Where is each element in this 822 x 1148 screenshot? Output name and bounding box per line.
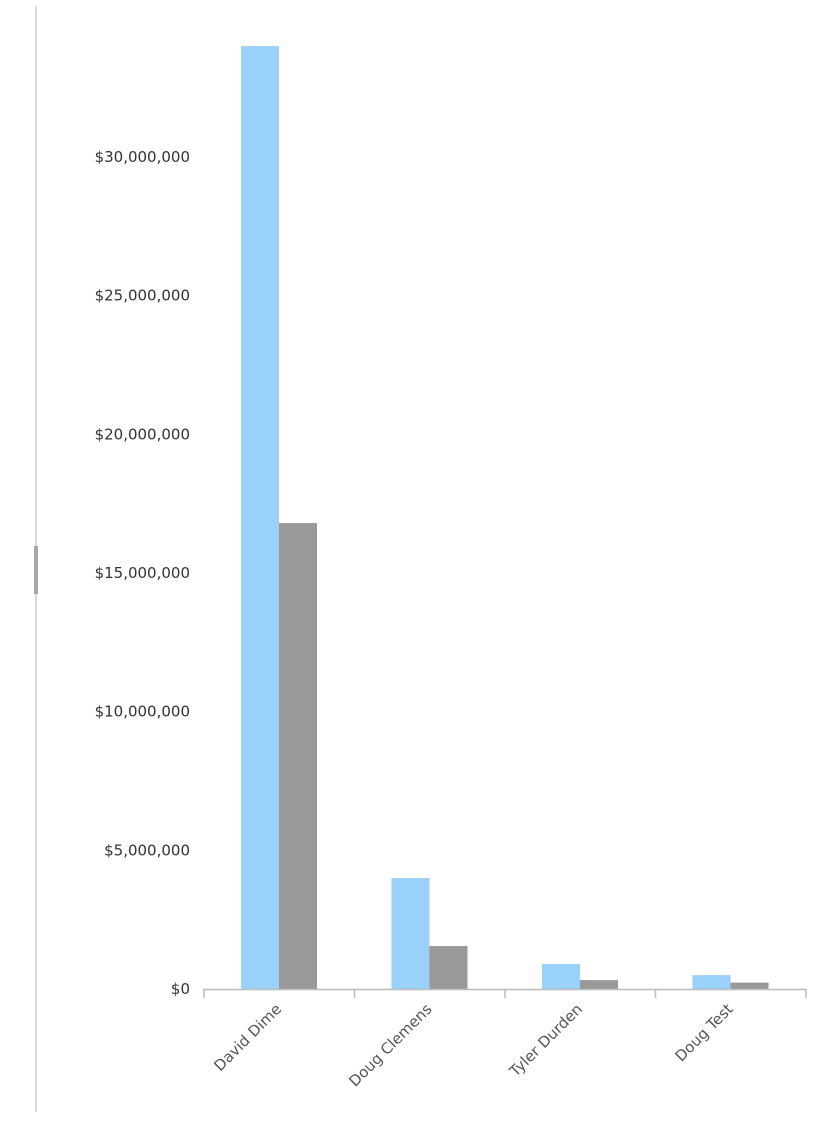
y-tick-label: $25,000,000 xyxy=(95,287,190,305)
x-category-label: Doug Clemens xyxy=(345,1000,435,1090)
x-axis xyxy=(203,988,807,998)
bar-david-dime-series-2[interactable] xyxy=(279,523,317,989)
bars xyxy=(241,46,769,990)
bar-doug-test-series-2[interactable] xyxy=(730,982,769,989)
y-tick-label: $15,000,000 xyxy=(95,564,190,582)
x-category-label: Doug Test xyxy=(671,1000,736,1065)
bar-doug-test-series-1[interactable] xyxy=(692,975,731,989)
bar-tyler-durden-series-2[interactable] xyxy=(580,980,618,989)
y-tick-label: $20,000,000 xyxy=(95,425,190,443)
x-axis-labels: David Dime Doug Clemens Tyler Durden Doug T… xyxy=(210,1000,736,1090)
y-tick-label: $30,000,000 xyxy=(95,148,190,166)
bar-doug-clemens-series-2[interactable] xyxy=(429,946,468,989)
bar-doug-clemens-series-1[interactable] xyxy=(391,878,430,989)
x-category-label: David Dime xyxy=(210,1000,285,1075)
y-tick-label: $5,000,000 xyxy=(104,841,190,859)
bar-tyler-durden-series-1[interactable] xyxy=(542,964,580,989)
y-tick-label: $0 xyxy=(171,980,190,998)
y-tick-label: $10,000,000 xyxy=(95,703,190,721)
bar-david-dime-series-1[interactable] xyxy=(241,46,279,990)
y-axis-ticks: $0 $5,000,000 $10,000,000 $15,000,000 $20,00… xyxy=(95,148,190,998)
resize-handle[interactable] xyxy=(34,546,38,594)
x-category-label: Tyler Durden xyxy=(505,1000,586,1081)
